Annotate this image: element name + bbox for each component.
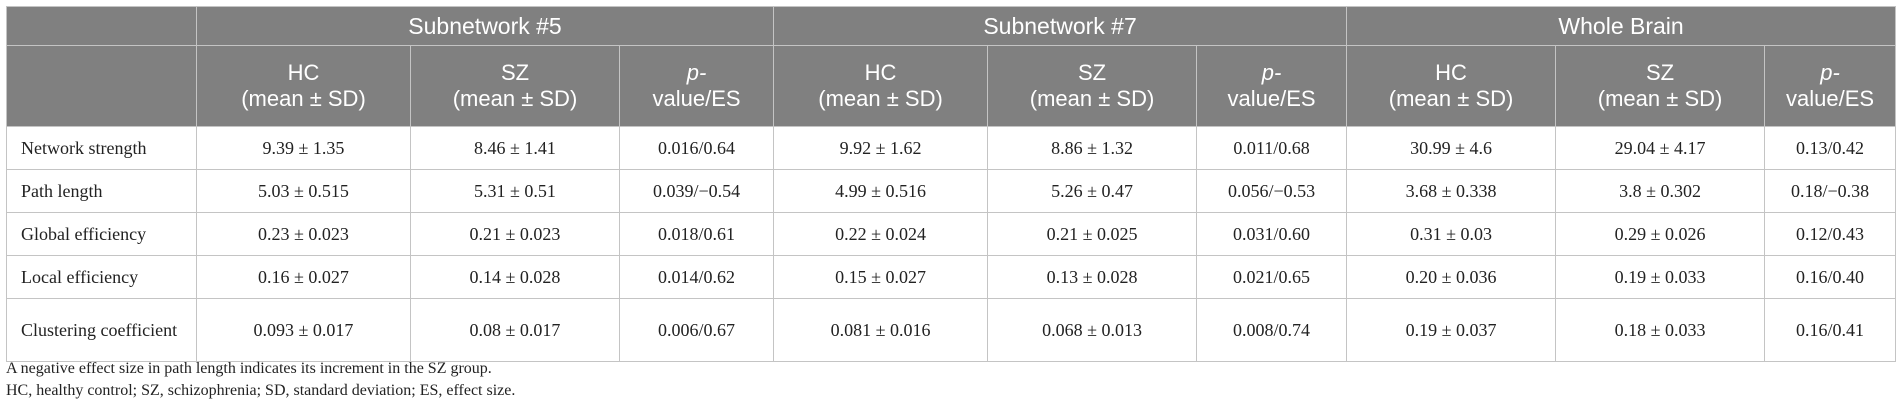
column-header-sz: SZ (mean ± SD) (410, 45, 620, 127)
column-header-hc: HC (mean ± SD) (196, 45, 411, 127)
cell-value: 0.31 ± 0.03 (1346, 212, 1557, 256)
column-header-hc: HC (mean ± SD) (1346, 45, 1557, 127)
cell-value: 0.011/0.68 (1196, 126, 1348, 170)
p-label: p- (1261, 60, 1282, 85)
hc-label: HC (1435, 60, 1467, 85)
cell-value: 0.16/0.41 (1764, 298, 1897, 362)
row-label: Clustering coefficient (6, 298, 197, 362)
sz-label: SZ (500, 60, 530, 85)
hc-label: HC (287, 60, 320, 85)
cell-value: 0.21 ± 0.025 (987, 212, 1198, 256)
cell-value: 8.46 ± 1.41 (410, 126, 620, 170)
cell-value: 30.99 ± 4.6 (1346, 126, 1557, 170)
results-table: Subnetwork #5 Subnetwork #7 Whole Brain … (6, 6, 1897, 362)
cell-value: 9.92 ± 1.62 (773, 126, 989, 170)
cell-value: 29.04 ± 4.17 (1555, 126, 1766, 170)
cell-value: 0.19 ± 0.037 (1346, 298, 1557, 362)
sz-label: SZ (1646, 60, 1675, 85)
cell-value: 5.26 ± 0.47 (987, 169, 1198, 213)
cell-value: 0.21 ± 0.023 (410, 212, 620, 256)
table-row-global-efficiency: Global efficiency 0.23 ± 0.023 0.21 ± 0.… (6, 212, 1897, 256)
row-label: Network strength (6, 126, 197, 170)
cell-value: 0.22 ± 0.024 (773, 212, 989, 256)
cell-value: 0.08 ± 0.017 (410, 298, 620, 362)
cell-value: 0.29 ± 0.026 (1555, 212, 1766, 256)
cell-value: 0.021/0.65 (1196, 255, 1348, 299)
mean-sd-label: (mean ± SD) (1388, 86, 1514, 111)
es-label: value/ES (652, 86, 741, 111)
column-header-p-es: p-value/ES (1196, 45, 1348, 127)
cell-value: 0.039/−0.54 (618, 169, 775, 213)
mean-sd-label: (mean ± SD) (818, 86, 943, 111)
cell-value: 0.18 ± 0.033 (1555, 298, 1766, 362)
p-label: p- (1820, 60, 1840, 85)
cell-value: 4.99 ± 0.516 (773, 169, 989, 213)
cell-value: 5.31 ± 0.51 (410, 169, 620, 213)
column-header-p-es: p-value/ES (1764, 45, 1897, 127)
cell-value: 3.8 ± 0.302 (1555, 169, 1766, 213)
results-table-container: Subnetwork #5 Subnetwork #7 Whole Brain … (6, 6, 1897, 362)
cell-value: 0.20 ± 0.036 (1346, 255, 1557, 299)
table-row-network-strength: Network strength 9.39 ± 1.35 8.46 ± 1.41… (6, 126, 1897, 170)
group-header-whole-brain: Whole Brain (1346, 6, 1897, 46)
es-label: value/ES (1227, 86, 1316, 111)
cell-value: 0.16/0.40 (1764, 255, 1897, 299)
cell-value: 0.018/0.61 (618, 212, 775, 256)
row-label: Global efficiency (6, 212, 197, 256)
cell-value: 0.068 ± 0.013 (987, 298, 1198, 362)
group-header-subnetwork-7: Subnetwork #7 (773, 6, 1348, 46)
table-row-local-efficiency: Local efficiency 0.16 ± 0.027 0.14 ± 0.0… (6, 255, 1897, 299)
cell-value: 0.016/0.64 (618, 126, 775, 170)
group-header-row: Subnetwork #5 Subnetwork #7 Whole Brain (6, 6, 1897, 46)
cell-value: 0.16 ± 0.027 (196, 255, 411, 299)
cell-value: 0.008/0.74 (1196, 298, 1348, 362)
row-label: Path length (6, 169, 197, 213)
table-row-path-length: Path length 5.03 ± 0.515 5.31 ± 0.51 0.0… (6, 169, 1897, 213)
es-label: value/ES (1786, 86, 1875, 111)
sz-label: SZ (1077, 60, 1107, 85)
row-label-header (6, 45, 197, 127)
cell-value: 0.14 ± 0.028 (410, 255, 620, 299)
cell-value: 0.18/−0.38 (1764, 169, 1897, 213)
cell-value: 0.13 ± 0.028 (987, 255, 1198, 299)
hc-label: HC (864, 60, 897, 85)
footnote-effect-size: A negative effect size in path length in… (6, 360, 492, 377)
footnote-abbreviations: HC, healthy control; SZ, schizophrenia; … (6, 382, 516, 399)
cell-value: 5.03 ± 0.515 (196, 169, 411, 213)
p-label: p- (686, 60, 707, 85)
mean-sd-label: (mean ± SD) (241, 86, 366, 111)
column-header-row: HC (mean ± SD) SZ (mean ± SD) p-value/ES H… (6, 45, 1897, 127)
cell-value: 0.014/0.62 (618, 255, 775, 299)
cell-value: 9.39 ± 1.35 (196, 126, 411, 170)
cell-value: 3.68 ± 0.338 (1346, 169, 1557, 213)
cell-value: 0.031/0.60 (1196, 212, 1348, 256)
column-header-p-es: p-value/ES (618, 45, 775, 127)
row-label: Local efficiency (6, 255, 197, 299)
cell-value: 0.081 ± 0.016 (773, 298, 989, 362)
cell-value: 0.006/0.67 (618, 298, 775, 362)
cell-value: 0.15 ± 0.027 (773, 255, 989, 299)
group-header-subnetwork-5: Subnetwork #5 (195, 6, 775, 46)
cell-value: 0.093 ± 0.017 (196, 298, 411, 362)
mean-sd-label: (mean ± SD) (452, 86, 578, 111)
column-header-sz: SZ (mean ± SD) (1555, 45, 1766, 127)
mean-sd-label: (mean ± SD) (1029, 86, 1155, 111)
cell-value: 0.13/0.42 (1764, 126, 1897, 170)
mean-sd-label: (mean ± SD) (1597, 86, 1723, 111)
table-footnotes: A negative effect size in path length in… (6, 358, 515, 402)
cell-value: 8.86 ± 1.32 (987, 126, 1198, 170)
cell-value: 0.23 ± 0.023 (196, 212, 411, 256)
cell-value: 0.12/0.43 (1764, 212, 1897, 256)
column-header-hc: HC (mean ± SD) (773, 45, 989, 127)
corner-cell (6, 6, 197, 46)
table-row-clustering-coefficient: Clustering coefficient 0.093 ± 0.017 0.0… (6, 298, 1897, 362)
cell-value: 0.19 ± 0.033 (1555, 255, 1766, 299)
column-header-sz: SZ (mean ± SD) (987, 45, 1198, 127)
cell-value: 0.056/−0.53 (1196, 169, 1348, 213)
